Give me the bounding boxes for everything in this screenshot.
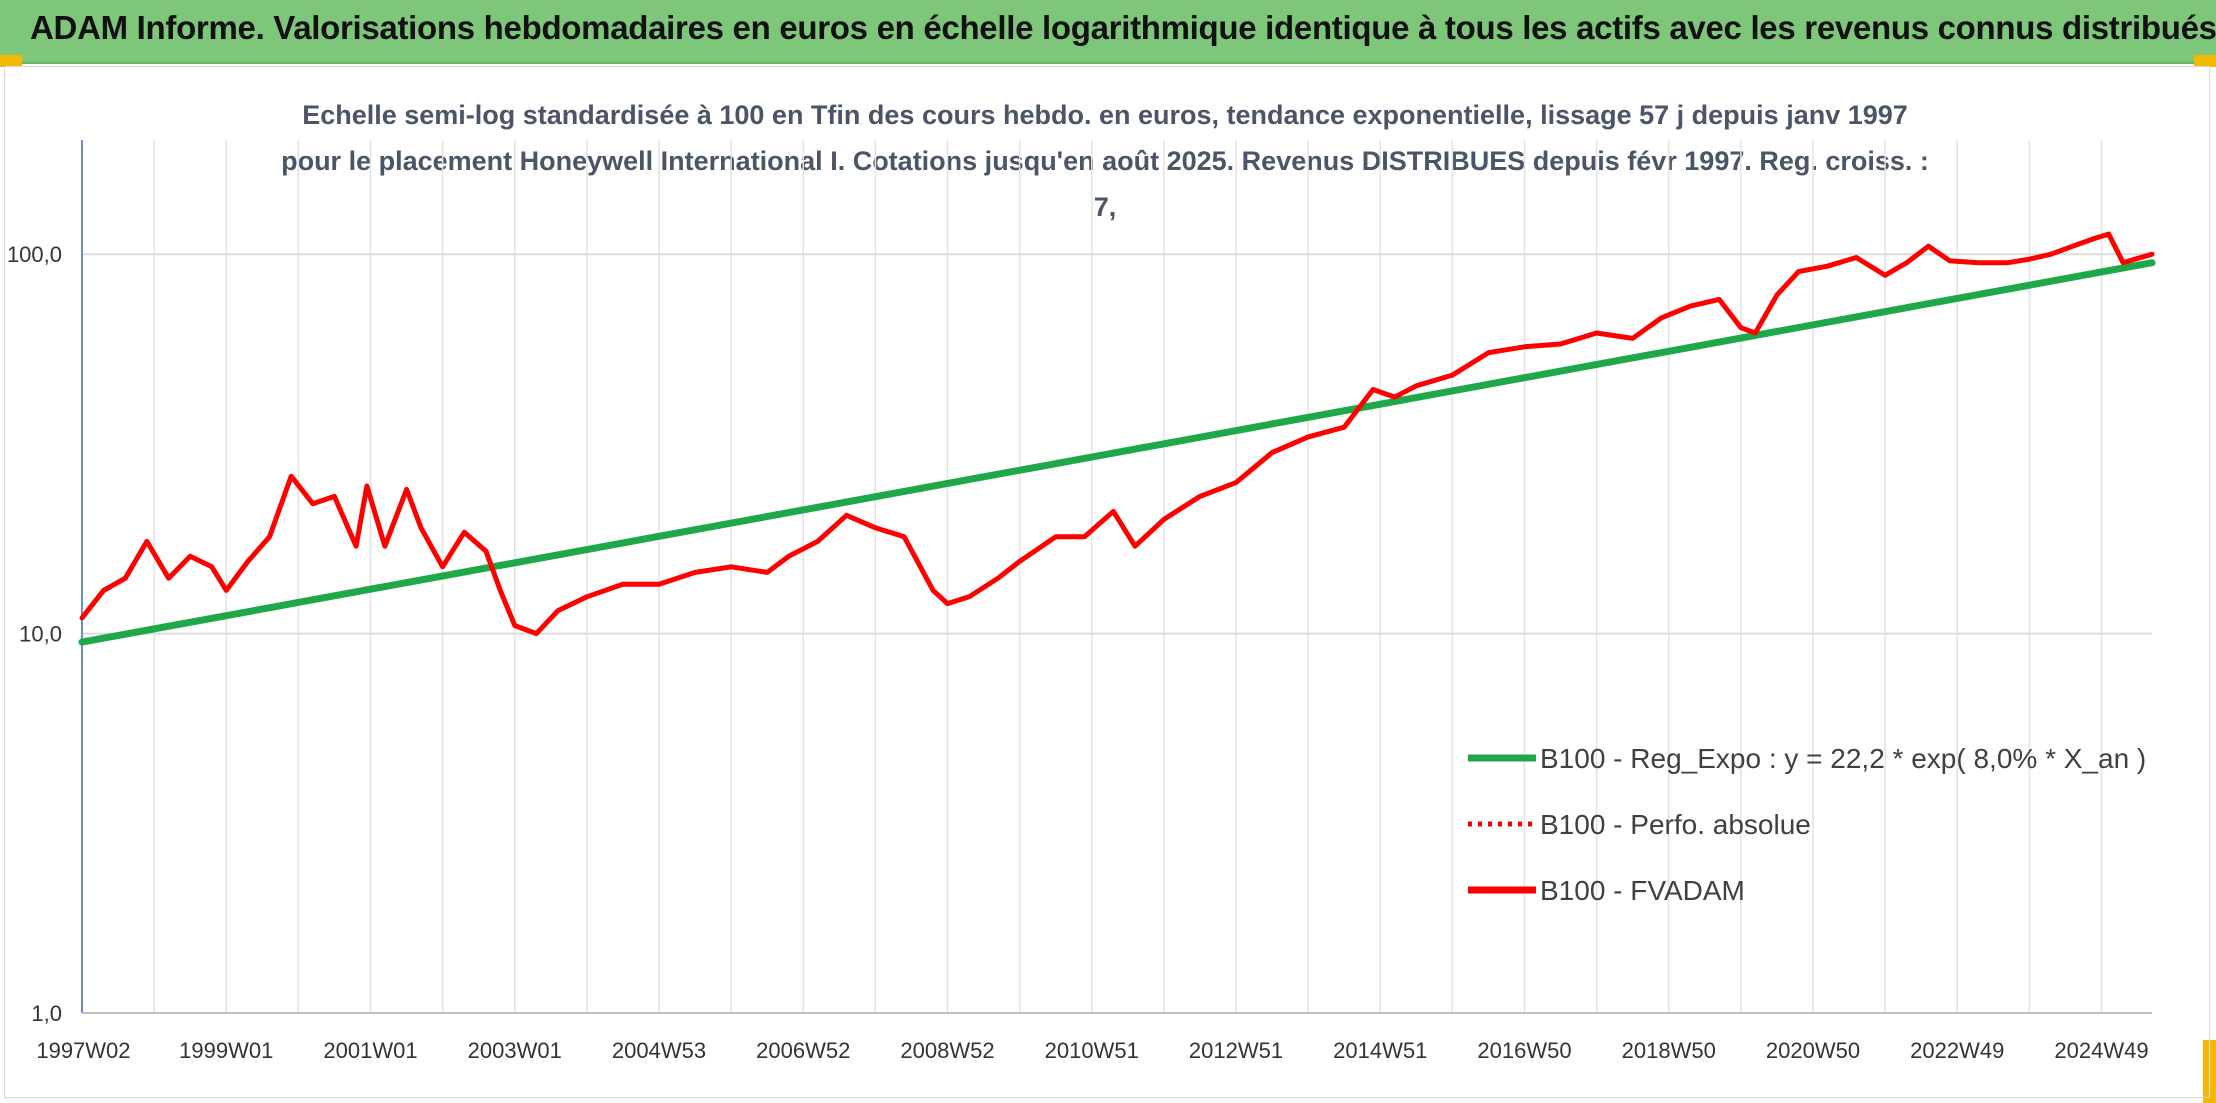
legend-label-2: B100 - FVADAM: [1540, 875, 1745, 906]
chart-title: Echelle semi-log standardisée à 100 en T…: [281, 100, 1929, 222]
chart-frame: [4, 66, 2210, 1098]
report-title: ADAM Informe. Valorisations hebdomadaire…: [30, 9, 2216, 46]
x-tick-label: 2003W01: [468, 1038, 562, 1063]
x-tick-label: 2004W53: [612, 1038, 706, 1063]
y-tick-label: 10,0: [19, 622, 62, 647]
x-tick-label: 2020W50: [1766, 1038, 1860, 1063]
x-tick-label: 2012W51: [1189, 1038, 1283, 1063]
x-tick-label: 1999W01: [179, 1038, 273, 1063]
x-tick-label: 2024W49: [2054, 1038, 2148, 1063]
x-tick-label: 2006W52: [756, 1038, 850, 1063]
x-tick-label: 2014W51: [1333, 1038, 1427, 1063]
report-banner: ADAM Informe. Valorisations hebdomadaire…: [0, 0, 2216, 64]
corner-marker-top-left: [0, 55, 22, 67]
x-tick-label: 2001W01: [323, 1038, 417, 1063]
x-tick-label: 1997W02: [36, 1038, 130, 1063]
legend-label-0: B100 - Reg_Expo : y = 22,2 * exp( 8,0% *…: [1540, 743, 2146, 774]
y-tick-label: 1,0: [31, 1001, 62, 1026]
x-tick-label: 2018W50: [1622, 1038, 1716, 1063]
y-tick-label: 100,0: [7, 242, 62, 267]
corner-marker-top-right: [2194, 55, 2216, 67]
x-tick-label: 2008W52: [900, 1038, 994, 1063]
series-line-0: [78, 259, 2156, 646]
legend-label-1: B100 - Perfo. absolue: [1540, 809, 1811, 840]
x-tick-label: 2016W50: [1477, 1038, 1571, 1063]
x-tick-label: 2022W49: [1910, 1038, 2004, 1063]
x-tick-label: 2010W51: [1045, 1038, 1139, 1063]
series-line-2: [79, 231, 2155, 637]
